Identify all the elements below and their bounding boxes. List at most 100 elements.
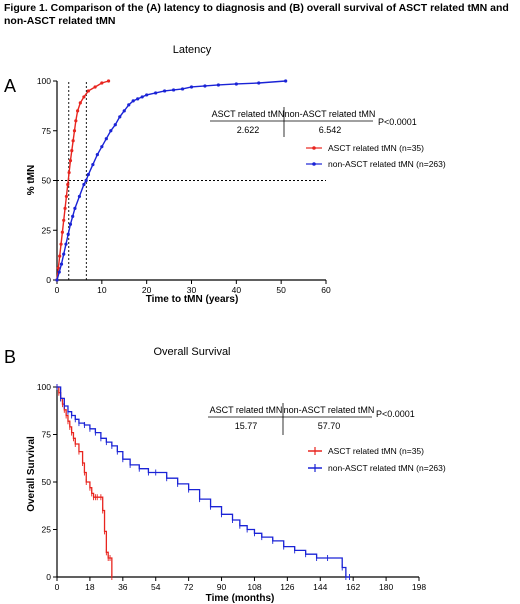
x-tick-label-b: 72 [184,582,194,592]
x-tick-label-b: 198 [412,582,426,592]
data-point-a-1 [127,103,131,107]
data-point-a-0 [106,79,111,83]
data-point-a-1 [189,85,194,89]
data-point-a-1 [55,278,59,282]
data-point-a-0 [60,230,64,234]
data-point-a-1 [91,162,95,167]
y-tick-label-a: 50 [42,176,52,186]
data-point-a-0 [74,119,78,123]
stats-a-header-non-asct: non-ASCT related tMN [285,109,376,119]
data-point-a-0 [100,81,104,85]
data-point-a-0 [71,139,75,143]
data-point-a-1 [77,194,82,199]
data-point-a-1 [71,214,75,218]
data-point-a-1 [154,91,158,95]
legend-a-non-asct-marker [312,162,316,166]
x-tick-label-b: 144 [313,582,327,592]
data-point-a-1 [57,270,61,274]
panel-b-letter: B [4,347,16,367]
data-point-a-1 [104,137,108,141]
data-point-a-1 [131,99,135,103]
x-tick-label-b: 36 [118,582,128,592]
stats-a-value-asct: 2.622 [237,125,260,135]
data-point-a-1 [136,97,140,101]
x-tick-label-a: 50 [276,285,286,295]
data-point-a-1 [95,153,99,157]
panel-b-title: Overall Survival [153,346,230,358]
x-tick-label-a: 40 [232,285,242,295]
figure-title: Figure 1. Comparison of the (A) latency … [4,2,509,27]
data-point-a-0 [64,194,69,199]
data-point-a-1 [66,232,70,236]
data-point-a-0 [67,170,71,175]
y-tick-label-b: 0 [46,572,51,582]
data-point-a-1 [109,129,113,133]
y-tick-label-b: 100 [37,382,51,392]
data-point-a-0 [66,182,70,187]
panel-a-plot: 0 10 20 30 40 50 60 0 25 50 75 100 [37,76,331,295]
y-tick-label-a: 75 [42,126,52,136]
panel-b-xlabel: Time (months) [206,593,275,604]
data-point-a-1 [257,81,261,85]
stats-b-value-asct: 15.77 [235,421,258,431]
x-tick-label-b: 162 [346,582,360,592]
legend-b-non-asct-label: non-ASCT related tMN (n=263) [328,463,446,473]
data-point-a-0 [93,85,97,89]
data-point-a-1 [64,242,68,246]
x-tick-label-b: 18 [85,582,95,592]
data-point-a-1 [203,84,207,88]
legend-a-asct-marker [312,146,316,150]
data-point-a-0 [63,206,67,210]
x-tick-label-a: 30 [187,285,197,295]
stats-a-header-asct: ASCT related tMN [212,109,285,119]
data-point-a-1 [171,88,176,92]
data-point-a-1 [86,172,90,177]
data-point-a-1 [216,83,220,87]
panel-b-stats-table: ASCT related tMN non-ASCT related tMN 15… [208,403,415,435]
y-tick-label-b: 75 [42,430,52,440]
stats-b-header-asct: ASCT related tMN [210,405,283,415]
data-point-a-1 [163,89,167,93]
panel-a-legend: ASCT related tMN (n=35) non-ASCT related… [306,143,446,169]
x-tick-label-a: 10 [97,285,107,295]
x-tick-label-b: 180 [379,582,393,592]
y-tick-label-a: 25 [42,225,52,235]
x-tick-label-b: 0 [55,582,60,592]
panel-b-legend: ASCT related tMN (n=35) non-ASCT related… [308,446,446,473]
data-point-a-1 [145,93,149,97]
data-point-a-1 [118,115,122,119]
stats-a-value-non-asct: 6.542 [319,125,342,135]
data-point-a-0 [70,149,74,153]
y-tick-label-a: 100 [37,76,51,86]
panel-a-letter: A [4,76,16,96]
data-point-a-1 [82,182,86,187]
series-line-a-0 [56,80,109,281]
x-tick-label-b: 90 [217,582,227,592]
panel-a-xlabel: Time to tMN (years) [146,294,239,305]
data-point-a-0 [59,242,63,246]
data-point-a-0 [78,101,82,105]
data-point-a-1 [180,87,185,91]
data-point-a-0 [76,109,80,113]
stats-b-header-non-asct: non-ASCT related tMN [284,405,375,415]
data-point-a-1 [284,79,288,83]
data-point-a-1 [84,178,88,183]
stats-b-p-value: P<0.0001 [376,409,415,419]
data-point-a-1 [59,262,64,266]
legend-b-asct-label: ASCT related tMN (n=35) [328,446,424,456]
stats-b-value-non-asct: 57.70 [318,421,341,431]
x-tick-label-b: 108 [247,582,261,592]
series-line-b-0 [57,386,113,577]
data-point-a-0 [68,159,73,163]
data-point-a-1 [62,252,66,256]
panel-a-stats-table: ASCT related tMN non-ASCT related tMN 2.… [210,107,417,137]
series-line-b-1 [57,386,350,578]
data-point-a-0 [56,266,60,270]
y-tick-label-a: 0 [46,275,51,285]
panel-b-ylabel: Overall Survival [26,436,37,512]
data-point-a-1 [234,82,238,86]
data-point-a-1 [73,206,77,210]
x-tick-label-b: 126 [280,582,294,592]
legend-a-non-asct-label: non-ASCT related tMN (n=263) [328,159,446,169]
